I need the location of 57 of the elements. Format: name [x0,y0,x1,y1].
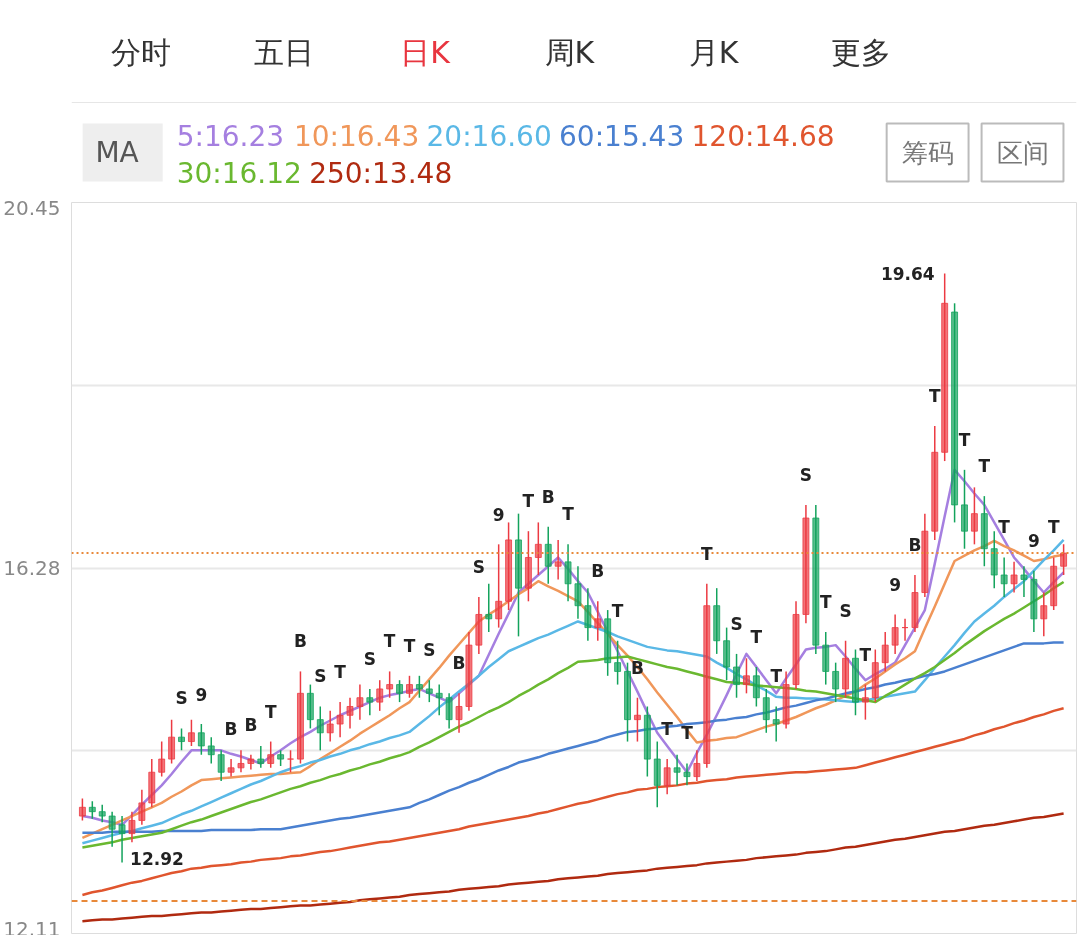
text: MA [95,136,139,169]
annotation: 9 [195,684,208,705]
annotation: S [730,613,743,634]
annotation: 9 [1027,531,1040,552]
annotation: T [750,627,763,648]
text: 5:16.23 [176,120,285,153]
annotation: T [611,600,624,621]
annotation: T [403,635,416,656]
annotation: T [522,491,535,512]
annotation: S [175,688,188,709]
annotation: T [859,644,872,665]
text: 10:16.43 [294,120,420,153]
text: 30:16.12 [176,157,302,190]
text: 日K [400,35,452,70]
text: 更多 [830,35,891,70]
annotation: B [908,535,922,556]
y-tick-label: 20.45 [3,195,61,220]
annotation: B [591,561,605,582]
annotation: S [314,666,327,687]
annotation: 12.92 [130,849,184,869]
annotation: T [334,662,347,683]
annotation: B [244,714,258,735]
annotation: 9 [492,504,505,525]
annotation: T [701,543,714,564]
text: 60:15.43 [559,120,685,153]
annotation: T [1047,517,1060,538]
annotation: T [978,456,991,477]
text: 月K [688,35,740,70]
text: 250:13.48 [309,157,453,190]
annotation: 9 [889,574,902,595]
y-tick-label: 12.11 [3,916,61,935]
annotation: T [998,517,1011,538]
annotation: T [958,429,971,450]
text: 20:16.60 [426,120,552,153]
annotation: S [363,648,376,669]
annotation: 19.64 [880,264,935,284]
annotation: T [928,386,941,407]
annotation: S [839,600,852,621]
annotation: B [293,631,307,652]
text: 区间 [996,137,1049,168]
annotation: B [224,719,238,740]
annotation: S [423,640,436,661]
annotation: B [452,653,466,674]
annotation: T [770,666,783,687]
annotation: T [562,504,575,525]
text: 筹码 [901,137,954,168]
text: 五日 [253,35,314,70]
annotation: T [264,701,277,722]
y-tick-label: 16.28 [3,556,61,580]
annotation: S [799,464,813,485]
annotation: S [472,556,485,577]
text: 分时 [111,35,172,70]
text: 120:14.68 [691,120,835,153]
text: 周K [544,35,596,70]
annotation: B [541,486,555,507]
annotation: T [383,631,396,652]
annotation: T [819,591,832,612]
